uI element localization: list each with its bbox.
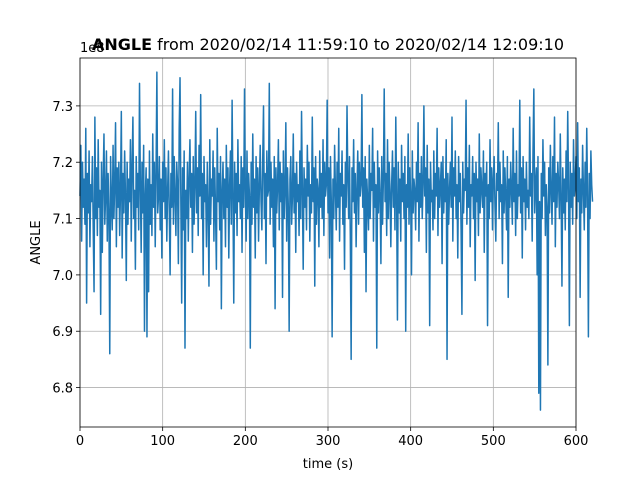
axis-ticks: 0 100 200 300 400 500 600 6.8 6.9 7.0 7.1 7.2 7.3 [52,100,588,449]
y-axis-label: ANGLE [29,220,44,264]
x-tick-label: 100 [150,434,175,449]
x-tick-label: 600 [564,434,589,449]
y-tick-label: 6.9 [52,325,73,340]
x-tick-label: 300 [316,434,341,449]
x-axis-label: time (s) [303,457,353,472]
plot-area-frame [79,57,577,428]
y-offset-label: 1e8 [80,41,105,56]
y-tick-label: 6.8 [52,382,73,397]
angle-series-line [79,71,594,411]
y-tick-label: 7.2 [52,156,73,171]
x-tick-label: 200 [233,434,258,449]
chart-title: ANGLE from 2020/02/14 11:59:10 to 2020/0… [92,35,564,54]
x-tick-label: 500 [481,434,506,449]
x-tick-label: 400 [398,434,423,449]
y-tick-label: 7.0 [52,269,73,284]
chart-title-rest: from 2020/02/14 11:59:10 to 2020/02/14 1… [152,35,564,54]
x-tick-label: 0 [76,434,84,449]
chart-title-bold-part: ANGLE [92,35,152,54]
y-tick-label: 7.3 [52,100,73,115]
y-tick-label: 7.1 [52,213,73,228]
